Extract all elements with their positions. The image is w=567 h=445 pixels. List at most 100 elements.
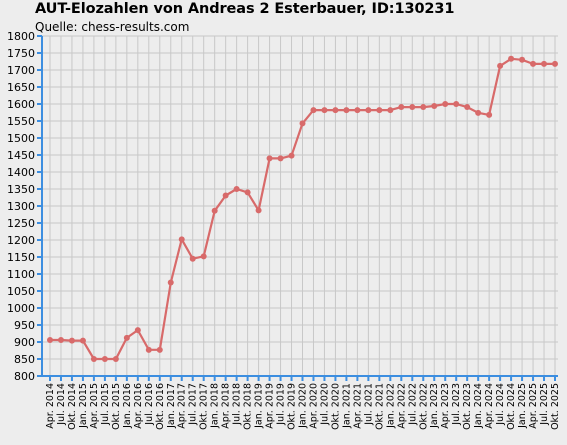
data-point [530, 60, 537, 67]
x-tick-label: Apr. 2025 [528, 383, 539, 429]
data-point [47, 336, 53, 343]
data-point [310, 107, 317, 114]
data-point [156, 346, 163, 353]
x-tick-label: Okt. 2016 [155, 383, 166, 430]
x-tick-label: Jul. 2024 [495, 383, 506, 426]
y-tick-labels: 800 850 900 950 1000 1050 1100 1150 1200 1250 1300… [7, 30, 35, 383]
data-point [519, 56, 526, 63]
data-point [233, 186, 240, 192]
y-tick-label: 1300 [7, 200, 35, 213]
x-tick-label: Jul. 2017 [188, 383, 199, 426]
y-tick-label: 1550 [7, 115, 35, 128]
x-tick-label: Apr. 2020 [308, 383, 319, 429]
data-point [299, 120, 306, 127]
data-point [365, 107, 372, 114]
x-tick-label: Jan. 2019 [254, 383, 265, 429]
x-tick-label: Jan. 2020 [298, 383, 309, 429]
data-point [178, 236, 185, 243]
data-point [211, 207, 218, 214]
x-tick-label: Apr. 2023 [440, 383, 451, 429]
x-tick-label: Jul. 2018 [232, 383, 243, 426]
x-tick-label: Apr. 2014 [45, 383, 56, 429]
x-tick-label: Jul. 2015 [100, 383, 111, 426]
x-tick-label: Jul. 2025 [539, 383, 550, 426]
x-tick-label: Okt. 2019 [287, 383, 298, 430]
y-tick-label: 1600 [7, 98, 35, 111]
y-tick-label: 1450 [7, 149, 35, 162]
x-tick-label: Jan. 2025 [517, 383, 528, 429]
y-tick-label: 1000 [7, 302, 35, 315]
x-tick-label: Jan. 2023 [429, 383, 440, 429]
x-tick-label: Okt. 2018 [243, 383, 254, 430]
data-point [90, 356, 97, 362]
axis-layer [37, 35, 558, 381]
data-point [255, 207, 262, 214]
data-point [321, 107, 328, 114]
data-point [354, 107, 361, 114]
data-point [497, 62, 504, 69]
data-point [222, 192, 229, 199]
x-tick-label: Jul. 2016 [144, 383, 155, 426]
chart-title: AUT-Elozahlen von Andreas 2 Esterbauer, … [35, 1, 455, 17]
data-point [200, 253, 207, 260]
x-tick-label: Jan. 2022 [385, 383, 396, 429]
y-tick-label: 1400 [7, 166, 35, 179]
data-point [277, 155, 284, 162]
y-tick-label: 1750 [7, 47, 35, 60]
y-tick-label: 1100 [7, 268, 35, 281]
y-tick-label: 1800 [7, 30, 35, 43]
x-tick-label: Jan. 2024 [473, 383, 484, 429]
series-layer [47, 55, 558, 362]
y-tick-label: 1050 [7, 285, 35, 298]
data-point [420, 104, 427, 111]
y-tick-label: 900 [14, 336, 35, 349]
data-point [552, 60, 558, 67]
data-point [189, 255, 196, 262]
x-tick-label: Jul. 2019 [276, 383, 287, 426]
data-point [101, 356, 108, 362]
x-tick-label: Jan. 2016 [122, 383, 133, 429]
x-tick-label: Apr. 2022 [396, 383, 407, 429]
y-tick-label: 1150 [7, 251, 35, 264]
x-tick-label: Okt. 2022 [418, 383, 429, 430]
chart-subtitle: Quelle: chess-results.com [35, 20, 190, 34]
data-point [387, 107, 394, 114]
data-point [167, 279, 174, 286]
data-point [431, 103, 438, 110]
x-tick-label: Jul. 2020 [319, 383, 330, 426]
data-point [288, 152, 295, 159]
y-tick-label: 1350 [7, 183, 35, 196]
data-point [464, 104, 471, 111]
x-tick-label: Apr. 2015 [89, 383, 100, 429]
x-tick-label: Okt. 2017 [199, 383, 210, 430]
x-tick-label: Apr. 2021 [352, 383, 363, 429]
y-tick-label: 950 [14, 319, 35, 332]
x-tick-label: Apr. 2019 [265, 383, 276, 429]
x-tick-label: Jan. 2021 [341, 383, 352, 429]
data-point [453, 101, 460, 107]
y-tick-label: 1650 [7, 81, 35, 94]
x-tick-label: Okt. 2024 [506, 383, 517, 430]
x-tick-label: Jul. 2014 [56, 383, 67, 426]
data-point [475, 109, 482, 116]
data-point [79, 337, 86, 344]
data-point [508, 55, 515, 62]
x-tick-label: Apr. 2017 [177, 383, 188, 429]
y-tick-label: 1700 [7, 64, 35, 77]
x-tick-label: Okt. 2015 [111, 383, 122, 430]
data-point [442, 101, 449, 107]
x-tick-label: Okt. 2020 [330, 383, 341, 430]
data-point [68, 337, 75, 344]
grid-layer [42, 35, 558, 377]
data-point [266, 155, 273, 162]
data-point [145, 346, 152, 353]
data-point [409, 104, 416, 111]
y-tick-label: 1200 [7, 234, 35, 247]
data-point [57, 336, 64, 343]
x-tick-label: Okt. 2021 [374, 383, 385, 430]
data-point [398, 104, 405, 111]
x-tick-label: Jul. 2022 [407, 383, 418, 426]
x-tick-label: Jan. 2017 [166, 383, 177, 429]
x-tick-labels: Apr. 2014 Jul. 2014 Okt. 2014 Jan. 2015 Apr.… [45, 383, 561, 430]
